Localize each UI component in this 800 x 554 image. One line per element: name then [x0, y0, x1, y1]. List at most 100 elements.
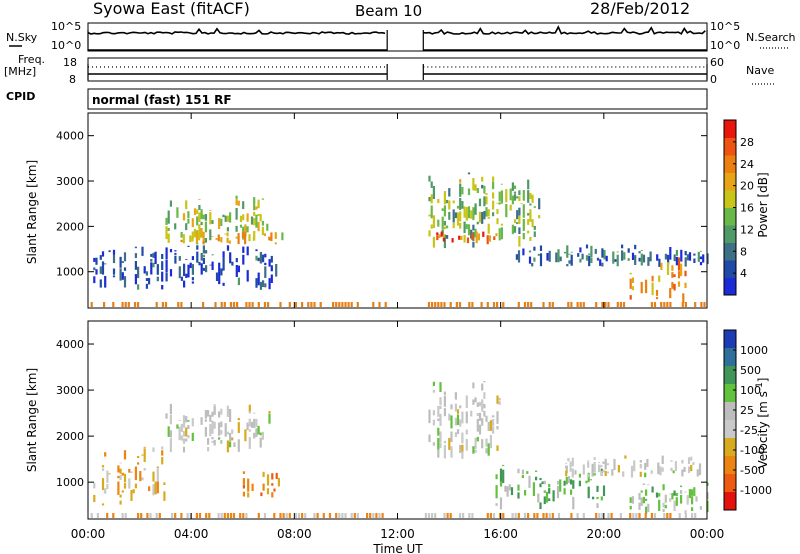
echo-cell	[268, 278, 271, 290]
echo-cell	[163, 482, 166, 485]
echo-cell	[257, 425, 260, 435]
echo-cell	[655, 297, 659, 300]
echo-cell	[439, 413, 442, 426]
echo-cell	[148, 278, 151, 285]
echo-cell	[134, 466, 137, 481]
echo-cell	[205, 250, 208, 254]
nsky-tick-bottom: 10^0	[51, 39, 81, 52]
echo-cell	[657, 462, 660, 475]
echo-cell	[209, 210, 212, 211]
colorbar-tick-label: 28	[740, 136, 754, 149]
echo-cell	[629, 278, 632, 289]
echo-cell	[247, 478, 250, 492]
echo-cell	[585, 244, 589, 249]
echo-cell	[229, 513, 233, 518]
echo-cell	[101, 478, 105, 491]
echo-cell	[202, 231, 205, 245]
echo-cell	[671, 493, 674, 500]
echo-cell	[465, 411, 468, 424]
echo-cell	[678, 513, 681, 518]
echo-cell	[277, 477, 280, 487]
echo-cell	[647, 257, 650, 266]
echo-cell	[518, 190, 521, 196]
echo-cell	[437, 438, 440, 450]
freq-trace	[87, 64, 708, 80]
echo-cell	[565, 476, 568, 485]
echo-cell	[161, 261, 164, 270]
echo-cell	[226, 513, 229, 518]
echo-cell	[474, 184, 477, 191]
y-tick-label: 2000	[56, 430, 84, 443]
plot-title: Syowa East (fitACF)	[93, 0, 250, 18]
echo-cell	[651, 282, 654, 296]
echo-cell	[533, 257, 536, 262]
echo-cell	[548, 488, 551, 494]
echo-cell	[671, 265, 674, 271]
echo-cell	[456, 205, 460, 209]
echo-cell	[524, 490, 527, 496]
echo-cell	[590, 257, 593, 263]
echo-cell	[671, 282, 674, 289]
echo-cell	[498, 228, 501, 241]
echo-cell	[182, 415, 186, 428]
echo-cell	[478, 198, 482, 207]
echo-cell	[264, 266, 267, 278]
echo-cell	[487, 443, 490, 456]
echo-cell	[621, 244, 624, 249]
freq-panel: Freq. [MHz] 18 8 60 0 Nave	[4, 53, 775, 86]
echo-cell	[335, 513, 338, 518]
echo-cell	[640, 282, 643, 294]
echo-cell	[638, 257, 641, 262]
echo-cell	[217, 513, 220, 518]
echo-cell	[672, 470, 675, 474]
echo-cell	[101, 468, 105, 471]
echo-cell	[211, 236, 214, 237]
echo-cell	[567, 476, 571, 483]
echo-cell	[513, 226, 517, 233]
echo-cell	[669, 498, 672, 502]
echo-cell	[99, 279, 102, 288]
echo-cell	[496, 411, 499, 424]
echo-cell	[257, 302, 260, 307]
echo-cell	[165, 260, 168, 273]
echo-cell	[161, 450, 164, 456]
echo-cell	[459, 419, 462, 427]
colorbar-swatch	[724, 120, 736, 138]
echo-cell	[571, 457, 574, 467]
echo-cell	[522, 248, 525, 256]
echo-cell	[674, 461, 677, 471]
echo-cell	[461, 187, 464, 195]
echo-cell	[137, 462, 140, 465]
echo-cell	[492, 181, 495, 190]
echo-cell	[430, 224, 433, 229]
echo-cell	[439, 397, 442, 405]
echo-cell	[261, 431, 264, 440]
echo-cell	[467, 206, 471, 219]
echo-cell	[496, 395, 499, 404]
echo-cell	[437, 427, 440, 436]
echo-cell	[629, 513, 632, 518]
echo-cell	[538, 198, 541, 210]
echo-cell	[596, 485, 599, 492]
echo-cell	[209, 414, 212, 422]
echo-cell	[123, 276, 127, 288]
echo-cell	[185, 200, 188, 210]
echo-cell	[639, 471, 642, 477]
nave-tick-bottom: 0	[710, 73, 717, 86]
echo-cell	[191, 218, 194, 228]
echo-cell	[108, 250, 111, 253]
echo-cell	[101, 251, 105, 257]
echo-cell	[261, 226, 264, 235]
echo-cell	[281, 232, 284, 241]
echo-cell	[165, 217, 168, 225]
echo-cell	[556, 485, 560, 499]
echo-cell	[578, 473, 581, 478]
echo-cell	[644, 463, 647, 470]
echo-cell	[112, 302, 115, 307]
echo-cell	[454, 417, 457, 426]
echo-cell	[266, 488, 270, 495]
echo-cell	[222, 282, 225, 286]
colorbar-tick-label: 24	[740, 158, 754, 171]
echo-cell	[570, 302, 573, 307]
echo-cell	[662, 508, 665, 512]
